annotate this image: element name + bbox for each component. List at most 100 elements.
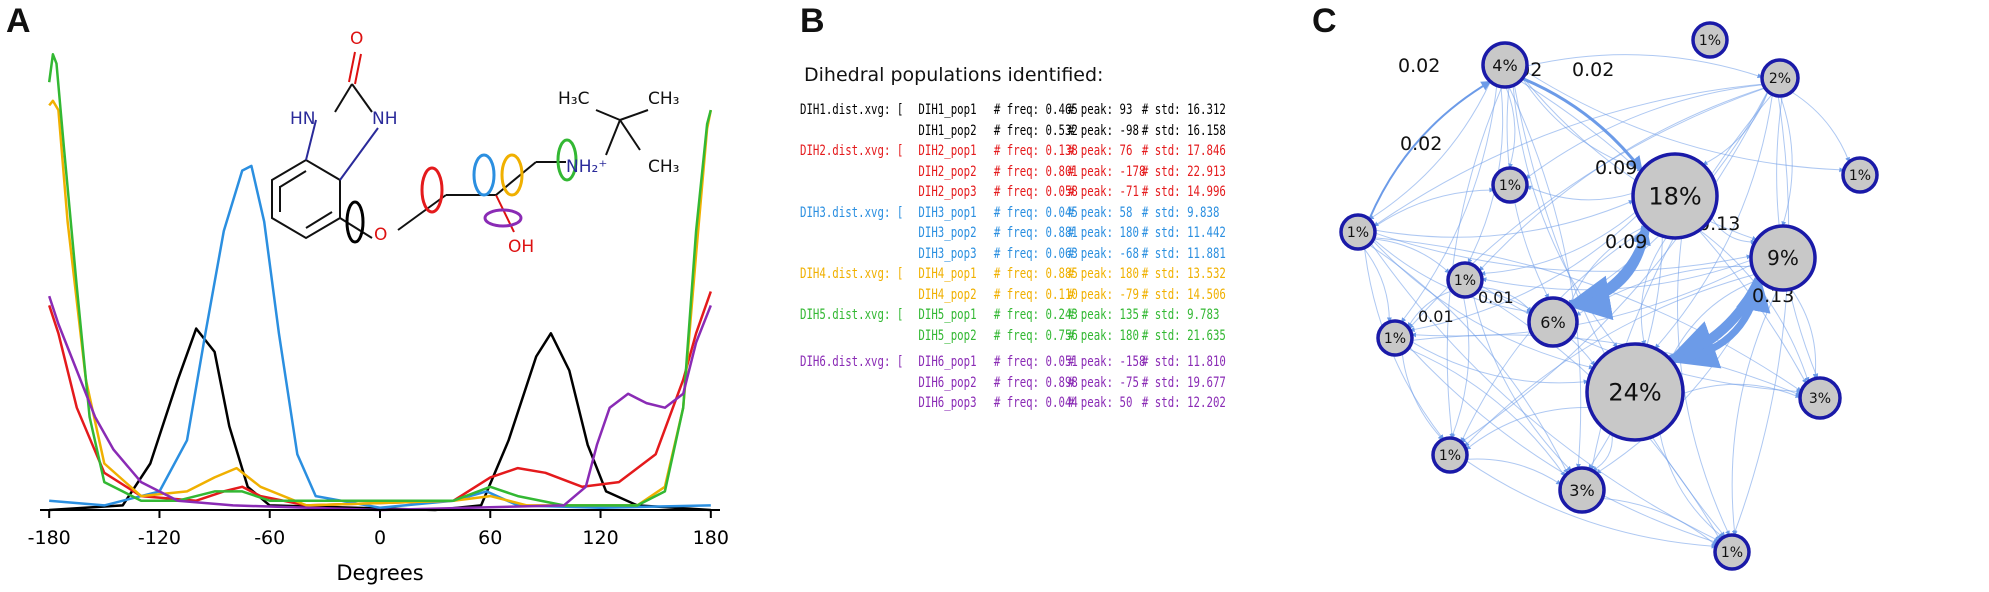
state-node-label: 2% [1769,71,1791,87]
peak-value: # peak: 93 [1067,102,1133,118]
state-node-n8 [1749,224,1817,292]
state-node-n16 [1713,533,1751,571]
transition-edge [1409,214,1638,332]
std-value: # std: 11.881 [1141,245,1226,262]
nh-left: HN [290,109,316,129]
state-node-label: 1% [1721,545,1743,561]
transition-edge [1702,91,1769,166]
state-node-n3 [1760,58,1800,98]
state-node-label: 1% [1454,273,1476,289]
population-name: DIH6_pop2 [918,374,977,391]
std-value: # std: 11.442 [1141,225,1226,241]
std-value: # std: 13.532 [1141,266,1226,282]
transition-edge [1466,458,1562,485]
transition-edge [1373,238,1532,314]
population-name: DIH6_pop1 [918,354,977,370]
transition-edge [1411,341,1589,385]
std-value: # std: 16.312 [1141,102,1226,118]
freq-value: # freq: 0.051 [993,354,1078,370]
population-name: DIH4_pop1 [918,266,977,282]
transition-edge [1602,497,1717,546]
file-label: DIH3.dist.xvg: [ [800,204,904,221]
panel-letter-a: A [6,2,31,40]
x-tick-label: -60 [254,527,285,549]
file-label: DIH6.dist.xvg: [ [800,354,904,370]
freq-value: # freq: 0.898 [993,374,1078,391]
edge-weight-label: 0.02 [1398,55,1440,77]
panel-letter-b: B [800,2,825,40]
transition-edge [1505,86,1516,169]
transition-edge [1407,348,1566,477]
table-title: Dihedral populations identified: [804,64,1104,86]
transition-edge [1407,290,1453,328]
nh-right: NH [372,109,398,129]
std-value: # std: 21.635 [1141,327,1226,344]
transition-edge [1446,86,1503,439]
state-node-n9 [1446,261,1484,299]
dihedral-distribution-chart: -180 -120 -60 0 60 120 180 Degrees O [28,29,729,585]
peak-value: # peak: -158 [1067,354,1146,370]
transition-edge [1373,238,1450,274]
major-transition-edge [1569,224,1651,307]
state-node-n15 [1558,466,1606,514]
freq-value: # freq: 0.243 [993,307,1078,323]
transition-edge [1525,71,1845,173]
population-name: DIH1_pop2 [918,122,977,139]
x-tick-label: -180 [28,527,71,549]
transition-edge [1472,294,1572,472]
state-node-n2 [1481,41,1529,89]
state-node-n7 [1491,166,1529,204]
std-value: # std: 14.506 [1141,286,1226,303]
freq-value: # freq: 0.465 [993,102,1078,118]
state-node-n11 [1376,319,1414,357]
peak-value: # peak: 135 [1067,307,1139,323]
std-value: # std: 22.913 [1141,163,1226,180]
transition-edge [1526,185,1634,201]
state-network-graph: 0.020.020.020.020.090.090.130.130.010.01… [1339,21,1879,571]
freq-value: # freq: 0.801 [993,163,1078,180]
transition-edge [1411,334,1801,396]
population-name: DIH3_pop1 [918,204,977,221]
carbonyl-oxygen: O [350,29,363,49]
freq-value: # freq: 0.881 [993,225,1078,241]
freq-value: # freq: 0.885 [993,266,1078,282]
state-node-label: 3% [1569,481,1594,500]
transition-edge [1368,81,1491,220]
transition-edge [1374,232,1752,272]
state-node-label: 9% [1767,246,1799,270]
std-value: # std: 19.677 [1141,374,1226,391]
std-value: # std: 16.158 [1141,122,1226,139]
state-node-n4 [1841,156,1879,194]
peak-value: # peak: -68 [1067,245,1139,262]
major-transition-edge [1368,80,1492,220]
population-name: DIH2_pop2 [918,163,977,180]
dihedral-populations-table: Dihedral populations identified: DIH1.di… [800,60,1230,560]
population-name: DIH5_pop2 [918,327,977,344]
major-transition-edge [1521,77,1643,172]
state-node-label: 1% [1699,33,1721,49]
methyl-bottom: CH₃ [648,157,679,177]
peak-value: # peak: 58 [1067,204,1133,221]
ammonium: NH₂⁺ [566,157,607,177]
population-name: DIH5_pop1 [918,307,977,323]
transition-edge [1508,86,1582,469]
state-node-n6 [1631,152,1719,240]
peak-value: # peak: -178 [1067,163,1146,180]
state-node-n5 [1339,213,1377,251]
std-value: # std: 9.783 [1141,307,1220,323]
state-node-n14 [1431,436,1469,474]
hydroxyl: OH [508,237,534,257]
state-node-label: 1% [1849,168,1871,184]
transition-edge [1522,78,1643,172]
methyl-right: CH₃ [648,89,679,109]
transition-edge [1710,216,1756,245]
population-name: DIH6_pop3 [918,395,977,411]
transition-edge [1682,383,1801,398]
std-value: # std: 9.838 [1141,204,1220,221]
transition-edge [1525,84,1764,180]
series-line-dih3 [49,164,711,509]
x-axis-label: Degrees [336,561,423,585]
state-node-label: 6% [1540,313,1565,332]
transition-edge [1368,244,1569,474]
std-value: # std: 14.996 [1141,184,1226,200]
